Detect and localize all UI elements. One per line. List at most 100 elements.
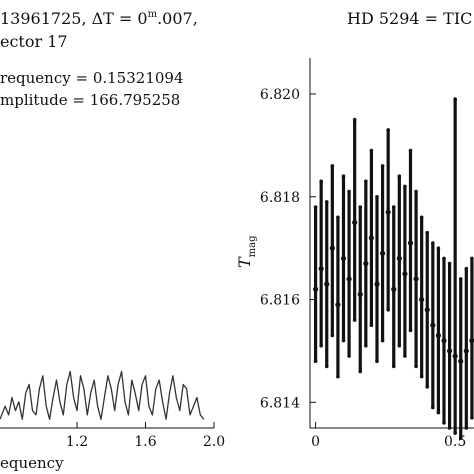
light-curve-point-low: [319, 343, 323, 348]
amplitude-annotation: mplitude = 166.795258: [0, 91, 180, 109]
light-curve-point-high: [358, 205, 363, 209]
light-curve-point-low: [380, 338, 385, 343]
left-header-tail: .007,: [157, 9, 198, 28]
light-curve-point: [340, 255, 347, 262]
light-curve-point: [413, 276, 419, 282]
light-curve-point: [329, 245, 335, 251]
light-curve-point-high: [419, 215, 424, 220]
light-curve-point-high: [408, 148, 413, 153]
light-curve-point-high: [470, 256, 474, 261]
light-curve-point-low: [442, 421, 446, 425]
light-curve-point-high: [369, 148, 374, 153]
light-curve-point: [458, 358, 464, 364]
light-curve-point: [379, 250, 386, 256]
light-curve-point: [430, 322, 436, 328]
light-curve-point-high: [436, 246, 441, 250]
light-curve-point-high: [347, 189, 351, 194]
frequency-annotation: requency = 0.15321094: [0, 69, 184, 87]
light-curve-point: [391, 286, 397, 292]
light-curve-point-high: [364, 179, 368, 184]
light-curve-point: [363, 260, 369, 267]
light-curve-point-high: [458, 277, 463, 281]
left-header-sup: m: [148, 9, 158, 20]
light-curve-point-high: [324, 200, 329, 204]
right-y-tick-label: 6.814: [260, 395, 300, 411]
light-curve-point-low: [453, 431, 457, 435]
light-curve-point-high: [341, 174, 346, 178]
right-y-ticks: 6.814 6.816 6.818 6.820: [260, 87, 316, 411]
light-curve-point-high: [380, 164, 385, 168]
light-curve-point-high: [414, 189, 418, 194]
light-curve-point-low: [358, 369, 363, 374]
right-y-tick-label: 6.816: [260, 293, 300, 309]
light-curve-point: [312, 286, 319, 292]
light-curve: [312, 97, 474, 441]
light-curve-point: [335, 302, 341, 308]
light-curve-point: [463, 348, 469, 354]
light-curve-point-low: [364, 343, 368, 348]
light-curve-point-low: [425, 385, 430, 389]
light-curve-point-low: [330, 333, 335, 338]
right-chart-title: HD 5294 = TIC: [347, 9, 472, 28]
left-header-line1: 13961725, ΔT = 0m.007,: [0, 9, 198, 28]
light-curve-point-low: [336, 374, 340, 379]
light-curve-point-low: [458, 436, 463, 441]
light-curve-point-low: [431, 405, 435, 410]
light-curve-point-low: [375, 359, 379, 363]
light-curve-point-low: [341, 338, 346, 343]
light-curve-point-high: [386, 128, 390, 132]
light-curve-point-low: [470, 415, 474, 420]
periodogram-line: [0, 370, 205, 420]
light-curve-point: [441, 338, 447, 344]
light-curve-point: [435, 332, 442, 339]
light-curve-point: [419, 296, 425, 303]
right-y-label-sub: mag: [247, 235, 258, 257]
light-curve-point-low: [414, 364, 418, 369]
light-curve-point-low: [447, 426, 452, 430]
light-curve-point: [357, 291, 363, 297]
light-curve-point: [324, 281, 330, 287]
light-curve-point-high: [336, 215, 340, 220]
light-curve-point-high: [375, 194, 379, 199]
light-curve-point: [396, 255, 402, 262]
right-y-axis-label: Tmag: [235, 235, 258, 268]
left-x-axis-label: equency: [0, 454, 64, 472]
light-curve-point-high: [425, 230, 430, 235]
light-curve-point-low: [436, 410, 441, 415]
light-curve-point-high: [442, 256, 446, 261]
light-curve-point: [352, 219, 358, 226]
light-curve-point-low: [313, 359, 318, 363]
light-curve-point: [374, 281, 380, 287]
right-x-tick-label: 0.5: [444, 434, 466, 450]
light-curve-point: [318, 266, 324, 272]
light-curve-point-low: [369, 323, 374, 328]
left-header-line2: ector 17: [0, 32, 68, 51]
left-x-tick-label: 2.0: [203, 434, 225, 450]
right-x-ticks: 0 0.5: [311, 422, 466, 450]
light-curve-point-high: [453, 97, 457, 101]
light-curve-point: [368, 235, 375, 241]
light-curve-point-low: [408, 328, 413, 333]
light-curve-point: [424, 307, 430, 313]
light-curve-point: [469, 338, 474, 344]
light-curve-point: [452, 353, 458, 359]
light-curve-point-high: [391, 205, 396, 209]
light-curve-point-high: [330, 164, 335, 168]
left-x-tick-label: 1.6: [134, 434, 156, 450]
light-curve-point-low: [352, 318, 357, 322]
light-curve-point: [407, 240, 414, 246]
light-curve-point-low: [419, 374, 424, 379]
light-curve-point-high: [319, 179, 323, 184]
light-curve-point-high: [464, 266, 469, 271]
light-curve-point: [385, 209, 391, 215]
light-curve-point-high: [397, 174, 402, 178]
light-curve-point: [346, 276, 352, 282]
light-curve-point-low: [464, 426, 469, 430]
light-curve-point-high: [313, 205, 318, 209]
light-curve-point-high: [403, 184, 407, 189]
light-curve-point-high: [352, 117, 357, 122]
left-x-tick-label: 1.2: [66, 434, 88, 450]
light-curve-point: [402, 271, 408, 277]
left-header-main: 13961725, ΔT = 0: [0, 9, 148, 28]
